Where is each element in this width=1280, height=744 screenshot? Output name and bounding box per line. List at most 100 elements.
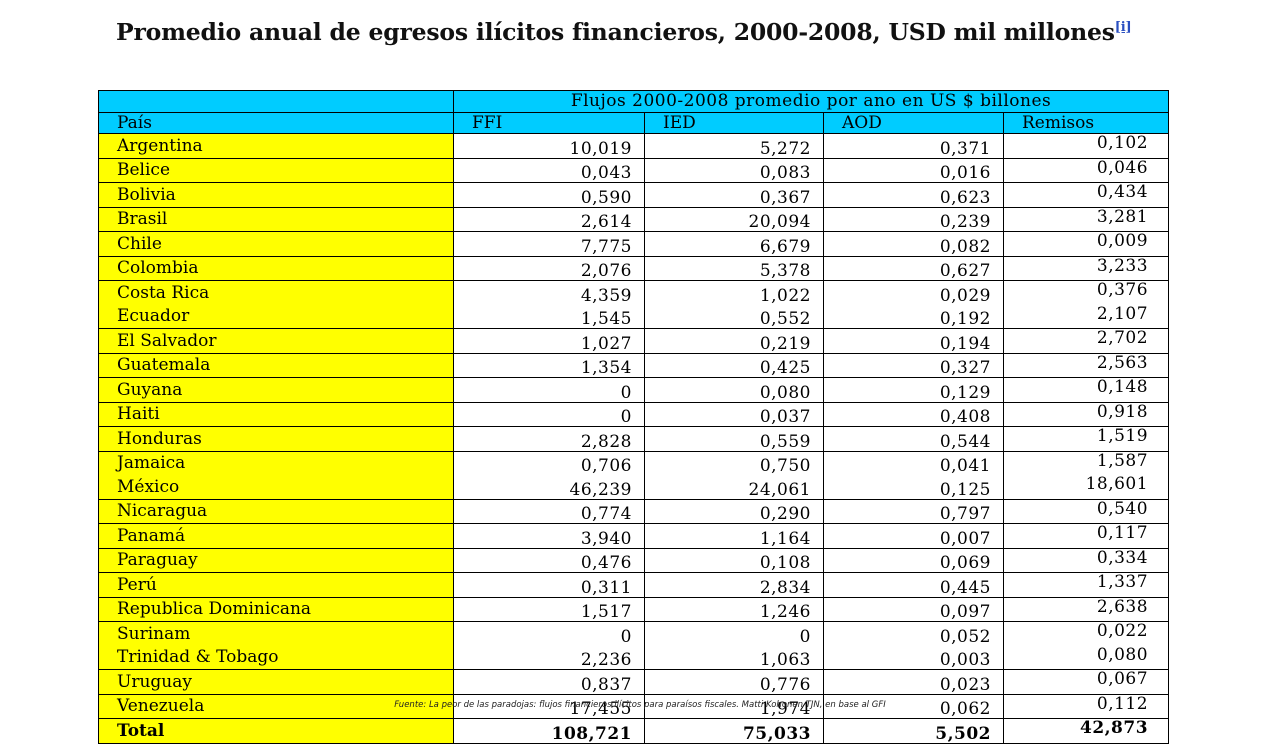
aod-cell: 0,623 [823, 182, 1004, 207]
table-row: Jamaica 0,706 0,750 0,041 1,587 [98, 450, 1169, 475]
remisos-cell: 0,334 [1002, 547, 1169, 573]
aod-cell: 0,129 [823, 377, 1004, 402]
page-title: Promedio anual de egresos ilícitos finan… [116, 18, 1216, 46]
table-row: Chile 7,775 6,679 0,082 0,009 [98, 231, 1169, 256]
ffi-cell: 17,455 [453, 693, 645, 719]
ied-cell: 0,037 [644, 401, 824, 427]
remisos-cell: 0,112 [1002, 693, 1169, 719]
country-cell: Republica Dominicana [98, 596, 454, 622]
remisos-cell: 18,601 [1002, 475, 1169, 499]
remisos-cell: 2,563 [1002, 352, 1169, 378]
ffi-cell: 1,354 [453, 352, 645, 378]
country-cell: Honduras [98, 426, 454, 451]
table-row: Belice 0,043 0,083 0,016 0,046 [98, 157, 1169, 183]
table-column-header-row: País FFI IED AOD Remisos [98, 111, 1169, 134]
remisos-cell: 42,873 [1002, 718, 1169, 743]
col-header-aod: AOD [823, 111, 1004, 134]
table-row: Honduras 2,828 0,559 0,544 1,519 [98, 426, 1169, 451]
col-header-ied: IED [644, 111, 824, 134]
ied-cell: 1,022 [644, 280, 824, 305]
ied-cell: 0,080 [644, 377, 824, 402]
table-row: Republica Dominicana 1,517 1,246 0,097 2,638 [98, 596, 1169, 622]
table-row: Nicaragua 0,774 0,290 0,797 0,540 [98, 498, 1169, 524]
ffi-cell: 108,721 [453, 718, 645, 743]
title-tail: USD mil millones [888, 18, 1115, 46]
table-row: Paraguay 0,476 0,108 0,069 0,334 [98, 547, 1169, 573]
ied-cell: 5,378 [644, 255, 824, 281]
ffi-cell: 2,236 [453, 645, 645, 670]
aod-cell: 0,327 [823, 352, 1004, 378]
table-row: Brasil 2,614 20,094 0,239 3,281 [98, 206, 1169, 232]
ffi-cell: 0,476 [453, 547, 645, 573]
remisos-cell: 0,117 [1002, 523, 1169, 548]
table-row: Ecuador 1,545 0,552 0,192 2,107 [98, 304, 1169, 329]
aod-cell: 0,194 [823, 328, 1004, 353]
ied-cell: 75,033 [644, 718, 824, 743]
ied-cell: 6,679 [644, 231, 824, 256]
table-row: Bolivia 0,590 0,367 0,623 0,434 [98, 182, 1169, 207]
ffi-cell: 46,239 [453, 475, 645, 499]
ffi-cell: 1,545 [453, 304, 645, 329]
remisos-cell: 0,022 [1002, 621, 1169, 646]
country-cell: Guatemala [98, 352, 454, 378]
remisos-cell: 3,233 [1002, 255, 1169, 281]
ied-cell: 0,083 [644, 157, 824, 183]
ied-cell: 0,750 [644, 450, 824, 475]
country-cell: Costa Rica [98, 280, 454, 305]
ffi-cell: 0,837 [453, 669, 645, 694]
remisos-cell: 0,009 [1002, 231, 1169, 256]
ffi-cell: 1,027 [453, 328, 645, 353]
ied-cell: 5,272 [644, 133, 824, 158]
country-cell: Argentina [98, 133, 454, 158]
remisos-cell: 2,702 [1002, 328, 1169, 353]
ffi-cell: 0,590 [453, 182, 645, 207]
country-cell: Surinam [98, 621, 454, 646]
remisos-cell: 0,376 [1002, 280, 1169, 305]
aod-cell: 0,097 [823, 596, 1004, 622]
ffi-cell: 2,076 [453, 255, 645, 281]
remisos-cell: 0,918 [1002, 401, 1169, 427]
country-cell: Jamaica [98, 450, 454, 475]
table-row: El Salvador 1,027 0,219 0,194 2,702 [98, 328, 1169, 353]
ffi-cell: 0,043 [453, 157, 645, 183]
ied-cell: 0,108 [644, 547, 824, 573]
aod-cell: 0,125 [823, 475, 1004, 499]
country-cell: Bolivia [98, 182, 454, 207]
aod-cell: 0,445 [823, 572, 1004, 597]
ied-cell: 0,559 [644, 426, 824, 451]
table-row: Colombia 2,076 5,378 0,627 3,233 [98, 255, 1169, 281]
ffi-cell: 0,706 [453, 450, 645, 475]
country-cell: Uruguay [98, 669, 454, 694]
ffi-cell: 2,614 [453, 206, 645, 232]
ied-cell: 0 [644, 621, 824, 646]
table-row: Costa Rica 4,359 1,022 0,029 0,376 [98, 280, 1169, 305]
header-blank-cell [98, 90, 454, 112]
country-cell: Nicaragua [98, 498, 454, 524]
table-row: Haiti 0 0,037 0,408 0,918 [98, 401, 1169, 427]
remisos-cell: 0,540 [1002, 498, 1169, 524]
remisos-cell: 0,434 [1002, 182, 1169, 207]
ied-cell: 0,776 [644, 669, 824, 694]
remisos-cell: 0,102 [1002, 133, 1169, 158]
remisos-cell: 1,587 [1002, 450, 1169, 475]
country-cell: Haiti [98, 401, 454, 427]
remisos-cell: 2,107 [1002, 304, 1169, 329]
col-header-remisos: Remisos [1002, 111, 1169, 134]
ffi-cell: 1,517 [453, 596, 645, 622]
col-header-pais: País [98, 111, 454, 134]
col-header-ffi: FFI [453, 111, 645, 134]
country-cell: El Salvador [98, 328, 454, 353]
ied-cell: 0,219 [644, 328, 824, 353]
ied-cell: 24,061 [644, 475, 824, 499]
country-cell: Colombia [98, 255, 454, 281]
remisos-cell: 1,519 [1002, 426, 1169, 451]
table-row: Venezuela 17,455 1,974 0,062 0,112 [98, 693, 1169, 719]
remisos-cell: 0,046 [1002, 157, 1169, 183]
span-header: Flujos 2000-2008 promedio por ano en US … [452, 90, 1169, 112]
ffi-cell: 0,774 [453, 498, 645, 524]
footnote-ref-link[interactable]: [i] [1114, 20, 1132, 36]
country-cell: Perú [98, 572, 454, 597]
ied-cell: 0,552 [644, 304, 824, 329]
remisos-cell: 0,148 [1002, 377, 1169, 402]
country-cell: Panamá [98, 523, 454, 548]
